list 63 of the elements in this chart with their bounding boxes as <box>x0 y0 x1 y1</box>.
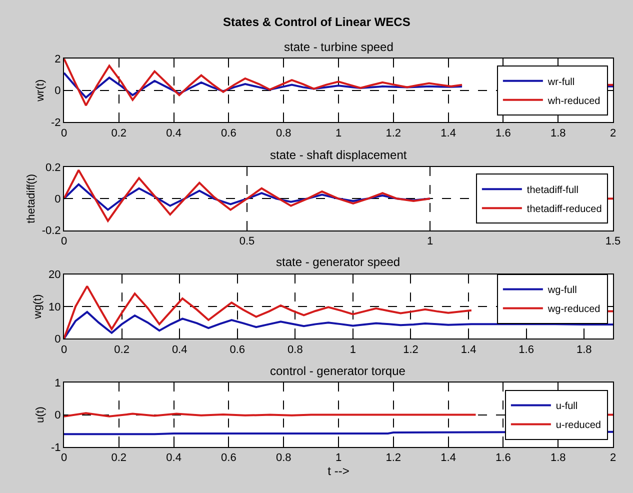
x-tick-label: 1.4 <box>440 127 456 140</box>
legend-label: u-reduced <box>556 420 601 432</box>
x-tick-label: 1.4 <box>440 452 456 464</box>
x-tick-label: 1.2 <box>386 127 402 140</box>
x-tick-label: 1 <box>335 127 342 140</box>
x-tick-label: 0.8 <box>288 344 303 356</box>
x-tick-label: 0.6 <box>221 452 236 464</box>
y-tick-label: -2 <box>51 116 61 129</box>
y-tick-label: 0 <box>54 85 61 98</box>
x-tick-label: 1.2 <box>403 344 418 356</box>
y-tick-label: 0 <box>54 410 61 422</box>
y-tick-label: 0 <box>54 194 61 206</box>
legend-label: u-full <box>556 401 578 412</box>
chart-title: state - shaft displacement <box>270 148 408 162</box>
legend-label: wg-full <box>546 285 577 296</box>
y-tick-label: 20 <box>48 269 61 282</box>
x-tick-label: 0.4 <box>166 127 182 140</box>
chart-subtitle: state - turbine speed <box>284 40 394 54</box>
x-tick-label: 1.2 <box>386 452 402 464</box>
y-axis-title: u(t) <box>34 406 47 424</box>
series-label: wg-reduced <box>546 304 600 316</box>
chart-title: state - generator speed <box>276 255 400 269</box>
x-tick-label: 1.8 <box>576 344 592 356</box>
y-tick-label: 2 <box>54 54 61 66</box>
x-tick-label: 1 <box>350 344 356 356</box>
x-tick-label: 0.5 <box>239 236 255 248</box>
x-tick-label: 0.2 <box>111 452 127 464</box>
y-tick-label: 0.2 <box>46 162 61 174</box>
x-tick-label: 1.6 <box>518 344 534 356</box>
y-axis-title: thetadiff(t) <box>25 174 38 224</box>
chart-title: States & Control of Linear WECS <box>223 15 410 29</box>
line-series <box>64 183 431 211</box>
y-tick-label: 10 <box>48 301 61 314</box>
x-tick-label: 1.8 <box>550 127 566 140</box>
x-tick-label: 1.5 <box>605 236 621 248</box>
x-tick-label: 0.6 <box>230 344 246 356</box>
x-tick-label: 2 <box>610 127 616 140</box>
y-tick-label: -0.2 <box>42 225 61 238</box>
y-tick-label: -1 <box>51 442 61 454</box>
y-tick-label: 1 <box>54 377 61 390</box>
x-tick-label: 0.4 <box>172 344 188 356</box>
x-tick-label: 1 <box>335 452 342 464</box>
legend-label: wh-reduced <box>546 96 600 107</box>
x-tick-label: 2 <box>610 452 616 464</box>
x-tick-label: 0.6 <box>221 127 236 140</box>
x-tick-label: 1 <box>426 236 434 248</box>
x-tick-label: 0.8 <box>276 452 292 464</box>
chart-title: control - generator torque <box>270 364 406 378</box>
y-axis-title: wr(t) <box>34 79 47 102</box>
legend-label: thetadiff-full <box>526 185 578 196</box>
x-tick-label: 1.6 <box>496 452 511 464</box>
x-tick-label: 0.8 <box>276 127 292 140</box>
y-tick-label: 0 <box>54 334 61 346</box>
legend-label: wr-full <box>546 76 575 88</box>
x-tick-label: 1.4 <box>460 344 476 356</box>
x-tick-label: 0.2 <box>114 344 130 356</box>
y-axis-title: wg(t) <box>32 294 44 320</box>
x-tick-label: 1.6 <box>496 127 511 140</box>
x-tick-label: 0.2 <box>111 127 127 140</box>
x-tick-label: 1.8 <box>550 452 566 464</box>
x-axis-title: t --> <box>328 464 350 478</box>
x-tick-label: 0.4 <box>166 452 182 464</box>
legend-label: thetadiff-reduced <box>526 204 602 216</box>
